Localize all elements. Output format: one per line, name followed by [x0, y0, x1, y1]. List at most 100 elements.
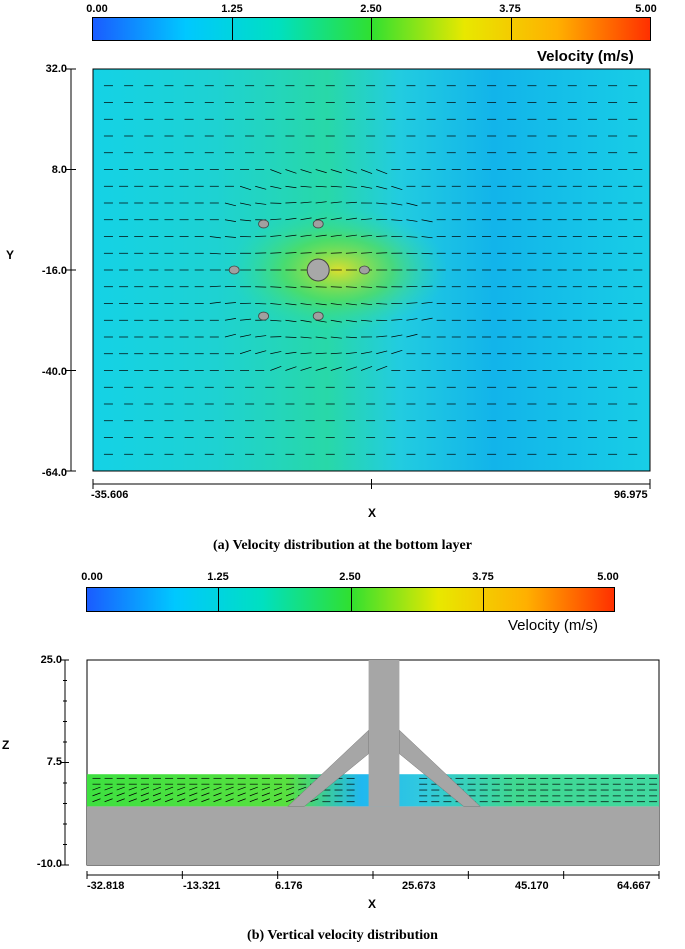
plot-a-xtick: -35.606	[91, 489, 129, 501]
vector-arrow	[345, 169, 358, 174]
vector-arrow	[224, 219, 237, 222]
vector-arrow	[285, 202, 297, 204]
vector-arrow	[261, 798, 271, 803]
seabed	[87, 806, 659, 865]
vector-arrow	[224, 202, 237, 207]
vector-arrow	[270, 366, 282, 371]
vector-arrow	[330, 366, 342, 371]
vector-arrow	[237, 792, 246, 797]
vector-arrow	[164, 786, 174, 791]
vector-arrow	[361, 303, 373, 306]
plot-b-xlabel: X	[368, 897, 377, 911]
central-pile	[306, 258, 330, 282]
vector-arrow	[128, 786, 137, 791]
vector-arrow	[189, 786, 198, 791]
vector-arrow	[345, 252, 357, 254]
vector-arrow	[239, 202, 252, 206]
vector-arrow	[345, 234, 357, 237]
vector-arrow	[270, 351, 282, 355]
vector-arrow	[376, 365, 388, 371]
vector-arrow	[177, 786, 186, 791]
vector-arrow	[209, 301, 221, 304]
colorbar-b-title: Velocity (m/s)	[508, 617, 599, 634]
vector-arrow	[128, 798, 137, 803]
vector-arrow	[255, 350, 267, 355]
vector-arrow	[406, 219, 418, 222]
plot-b-xtick: -32.818	[87, 880, 125, 892]
vector-arrow	[285, 336, 297, 338]
vector-arrow	[285, 351, 297, 355]
vector-arrow	[361, 234, 373, 237]
vector-arrow	[285, 185, 297, 189]
vector-arrow	[116, 798, 125, 803]
vector-arrow	[376, 303, 388, 305]
vector-arrow	[240, 318, 252, 321]
vector-arrow	[406, 302, 418, 304]
plot-a-canvas	[66, 68, 651, 489]
plot-a-ytick: -64.0	[41, 467, 67, 479]
plot-a-vectors	[103, 85, 643, 455]
vector-arrow	[270, 235, 282, 237]
vector-arrow	[164, 792, 174, 797]
vector-arrow	[361, 286, 373, 288]
vector-arrow	[270, 185, 282, 189]
vector-arrow	[201, 792, 210, 797]
vector-arrow	[330, 217, 342, 221]
vector-arrow	[273, 798, 283, 803]
vector-arrow	[285, 786, 295, 791]
plot-a-ytick: -16.0	[41, 265, 67, 277]
vector-arrow	[391, 202, 403, 206]
vector-arrow	[315, 217, 327, 221]
vector-arrow	[406, 236, 418, 238]
vector-arrow	[237, 786, 246, 791]
vector-arrow	[361, 252, 373, 254]
vector-arrow	[285, 217, 297, 221]
vector-arrow	[315, 336, 327, 339]
vector-arrow	[225, 786, 234, 791]
brace-left	[287, 729, 369, 807]
vector-arrow	[213, 792, 222, 797]
vector-arrow	[300, 217, 312, 221]
vector-arrow	[273, 792, 283, 797]
plot-b-xtick: 6.176	[275, 880, 303, 892]
plot-a-xtick: 96.975	[614, 489, 648, 501]
colorbar-b-tick: 1.25	[207, 571, 229, 583]
vector-arrow	[177, 798, 186, 803]
vector-arrow	[209, 236, 221, 239]
vector-arrow	[391, 349, 403, 355]
vector-arrow	[300, 319, 312, 323]
vector-arrow	[140, 786, 150, 791]
vector-arrow	[225, 798, 234, 803]
vector-arrow	[140, 792, 150, 797]
vector-arrow	[128, 792, 137, 797]
caption-b: (b) Vertical velocity distribution	[247, 928, 438, 943]
vector-arrow	[345, 336, 357, 339]
vector-arrow	[345, 319, 357, 323]
pile-marker	[312, 311, 324, 321]
vector-arrow	[300, 352, 312, 355]
vector-arrow	[255, 185, 267, 190]
plot-b-ytick: 7.5	[46, 756, 62, 768]
vector-arrow	[421, 317, 433, 321]
vector-arrow	[285, 798, 295, 803]
vector-arrow	[300, 286, 312, 288]
vector-arrow	[285, 792, 295, 797]
pile-marker	[258, 219, 269, 229]
vector-arrow	[421, 219, 433, 223]
vector-arrow	[225, 792, 234, 797]
vector-arrow	[249, 792, 258, 797]
vector-arrow	[360, 185, 373, 189]
vector-arrow	[300, 169, 312, 174]
vector-arrow	[315, 185, 327, 188]
vector-arrow	[300, 303, 312, 306]
vector-arrow	[315, 366, 327, 371]
vector-arrow	[209, 252, 221, 255]
vector-arrow	[361, 218, 373, 221]
vector-arrow	[140, 798, 150, 803]
colorbar-a-title: Velocity (m/s)	[537, 48, 634, 65]
vector-arrow	[285, 286, 297, 288]
vector-arrow	[376, 235, 388, 237]
vector-arrow	[345, 303, 357, 306]
vector-arrow	[273, 786, 283, 791]
